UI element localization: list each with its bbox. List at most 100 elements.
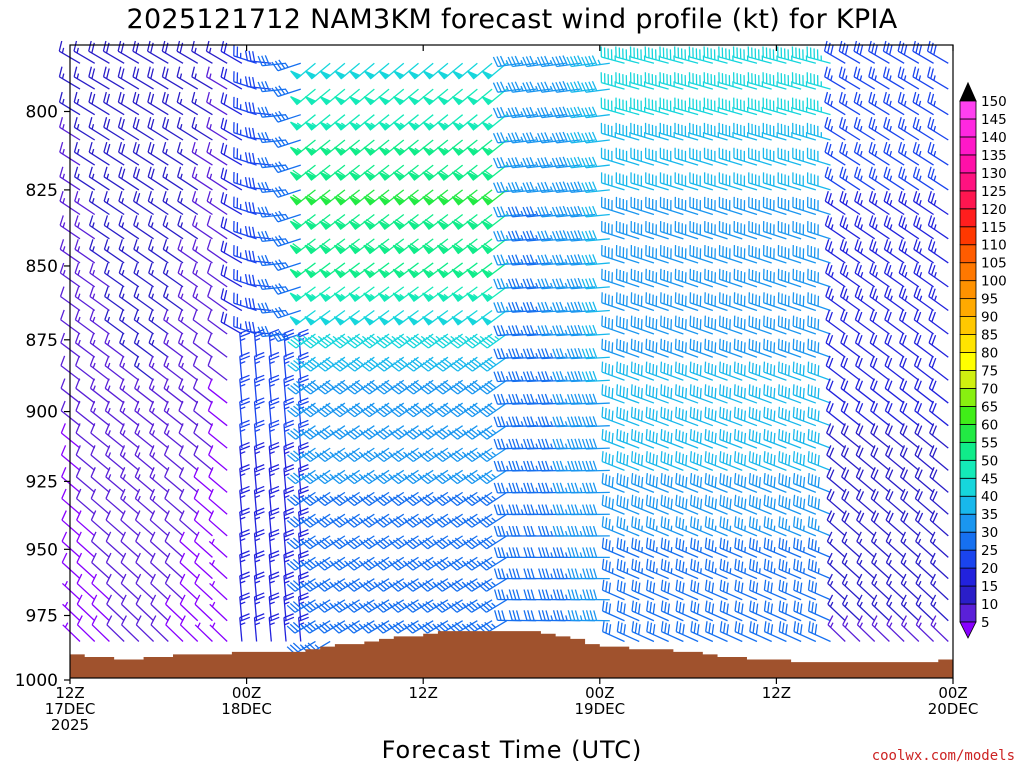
wind-barb (74, 215, 96, 240)
wind-barb (826, 467, 846, 493)
wind-barb (689, 122, 713, 141)
wind-barb (615, 72, 640, 90)
wind-barb (566, 370, 596, 383)
wind-barb (104, 286, 125, 312)
wind-barb (718, 196, 743, 216)
wind-barb (674, 221, 699, 240)
wind-barb (301, 578, 331, 592)
wind-barb (419, 356, 449, 372)
wind-barb (283, 397, 295, 426)
wind-barb (463, 599, 493, 613)
colorbar-swatch (959, 585, 977, 605)
wind-barb (301, 469, 331, 485)
wind-barb (900, 594, 920, 622)
wind-barb (404, 425, 434, 440)
wind-barb (419, 425, 449, 440)
wind-barb (404, 556, 434, 571)
colorbar-swatch (959, 352, 977, 371)
wind-barb (552, 371, 581, 383)
wind-barb (566, 347, 596, 360)
wind-barb (884, 378, 905, 404)
wind-barb (60, 445, 81, 471)
wind-barb (75, 467, 96, 493)
wind-barb (191, 141, 213, 166)
wind-barb (233, 220, 257, 240)
wind-barb (390, 425, 419, 440)
wind-barb (194, 622, 213, 642)
wind-barb (581, 55, 610, 68)
wind-barb (659, 147, 684, 166)
wind-barb (899, 445, 920, 471)
wind-barb (60, 423, 81, 449)
wind-barb (615, 46, 640, 64)
wind-barb (206, 215, 228, 240)
wind-barb (493, 254, 522, 266)
wind-barb (194, 552, 213, 580)
wind-barb (551, 181, 581, 194)
colorbar-label: 15 (981, 579, 998, 595)
wind-barb (134, 378, 154, 404)
wind-barb (162, 117, 184, 141)
wind-barb (271, 186, 301, 198)
wind-barb (644, 97, 669, 116)
wind-barb (104, 400, 125, 427)
wind-barb (103, 215, 125, 240)
wind-barb (61, 510, 81, 537)
wind-barb (105, 552, 125, 580)
colorbar-swatch (959, 441, 977, 461)
wind-barb (552, 504, 581, 516)
wind-barb (133, 309, 154, 335)
wind-barb (404, 402, 434, 418)
wind-barb (233, 172, 257, 191)
wind-barb (689, 196, 714, 216)
wind-barb (899, 400, 920, 427)
wind-barb (177, 262, 199, 288)
wind-barb (233, 122, 257, 141)
wind-barb (333, 238, 361, 255)
wind-barb (286, 556, 316, 571)
colorbar-swatch (959, 459, 977, 479)
y-tick-label: 800 (26, 103, 58, 123)
wind-barb (806, 122, 831, 141)
wind-barb (147, 191, 169, 216)
colorbar-swatch (959, 549, 977, 569)
wind-barb (132, 117, 154, 141)
wind-barb (253, 613, 265, 642)
wind-barb (522, 348, 551, 360)
wind-barb (147, 117, 169, 141)
wind-barb (104, 332, 125, 358)
wind-barb (117, 66, 140, 90)
wind-barb (149, 467, 169, 493)
wind-barb (478, 402, 508, 418)
wind-barb (689, 315, 714, 335)
wind-barb (74, 262, 96, 288)
wind-barb (448, 556, 478, 571)
wind-barb (209, 601, 228, 622)
surface-terrain (70, 631, 953, 678)
wind-barb (777, 147, 802, 166)
wind-barb (674, 245, 699, 264)
wind-barb (301, 556, 331, 571)
wind-barb (233, 45, 257, 64)
wind-barb (390, 469, 419, 485)
wind-barb (244, 76, 272, 90)
wind-barb (208, 559, 228, 580)
wind-barb (206, 141, 228, 166)
wind-barb (871, 573, 890, 601)
wind-barb (177, 215, 199, 240)
wind-barb (827, 573, 846, 601)
colorbar-label: 40 (981, 489, 998, 505)
wind-barb (870, 400, 890, 427)
wind-barb (73, 91, 96, 116)
wind-barb (674, 315, 699, 335)
wind-barb (178, 423, 199, 449)
wind-barb (233, 268, 257, 288)
wind-barb (74, 191, 96, 216)
wind-barb (271, 110, 301, 123)
wind-barb (463, 556, 493, 571)
wind-barb (177, 191, 199, 216)
wind-barb (88, 141, 110, 166)
wind-barb (164, 467, 184, 493)
